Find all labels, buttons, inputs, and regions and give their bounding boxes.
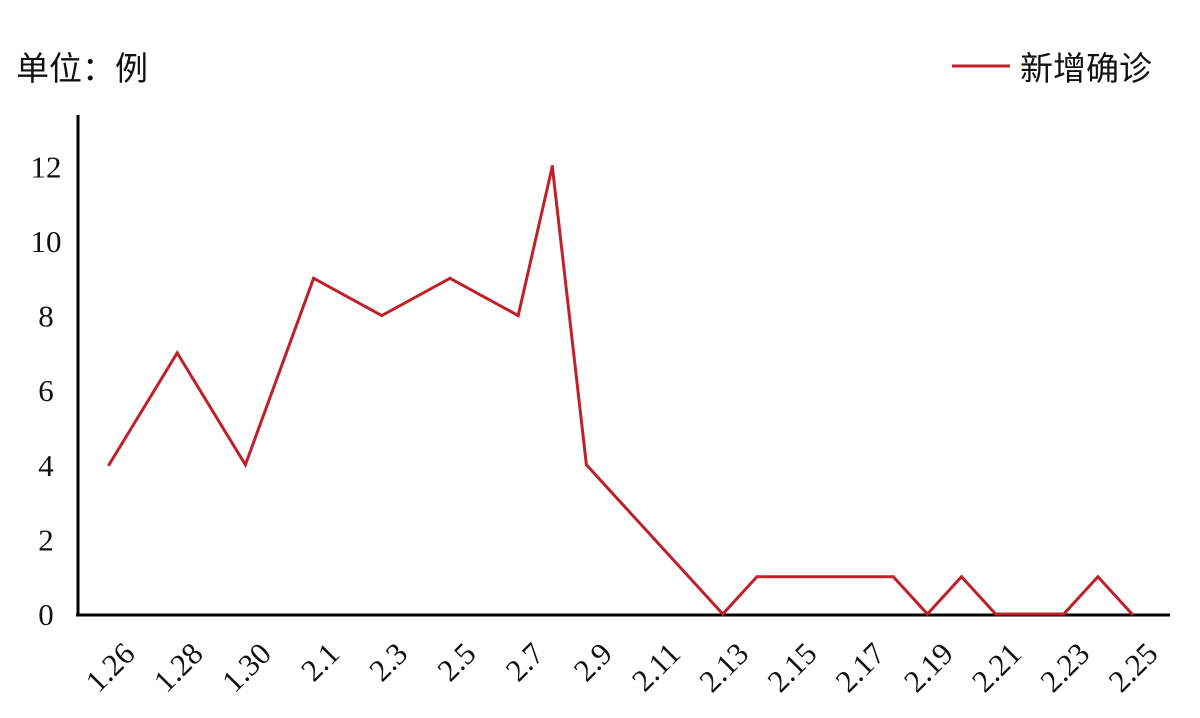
data-point: [994, 612, 998, 616]
data-point: [1096, 575, 1100, 579]
y-tick-label: 8: [38, 299, 54, 334]
data-point: [891, 575, 895, 579]
legend: 新增确诊: [952, 49, 1152, 88]
data-point: [175, 351, 179, 355]
data-point: [925, 612, 929, 616]
data-point: [380, 314, 384, 318]
x-tick-label: 2.15: [760, 636, 823, 699]
series-line: [107, 166, 1134, 617]
x-tick-label: 1.30: [215, 636, 278, 699]
x-tick-label: 2.5: [430, 636, 482, 688]
x-tick-label: 2.9: [567, 636, 619, 688]
data-point: [243, 463, 247, 467]
unit-label: 单位：例: [16, 49, 148, 88]
x-tick-label: 2.21: [965, 636, 1028, 699]
x-tick-label: 2.7: [499, 636, 551, 688]
legend-label: 新增确诊: [1020, 49, 1152, 88]
data-point: [653, 537, 657, 541]
data-point: [755, 575, 759, 579]
x-tick-label: 2.1: [294, 636, 346, 688]
x-tick-label: 2.25: [1101, 636, 1164, 699]
x-tick-label: 2.11: [625, 636, 687, 698]
y-tick-label: 12: [31, 149, 62, 184]
x-tick-label: 2.3: [362, 636, 414, 688]
data-point: [107, 463, 111, 467]
x-tick-label: 2.19: [897, 636, 960, 699]
y-tick-label: 10: [31, 224, 62, 259]
x-tick-label: 1.26: [78, 636, 141, 699]
x-tick-label: 2.13: [692, 636, 755, 699]
y-tick-label: 2: [38, 522, 54, 557]
y-tick-label: 6: [38, 373, 54, 408]
data-point: [960, 575, 963, 579]
data-point: [1130, 612, 1134, 616]
y-tick-label: 0: [38, 597, 54, 632]
x-tick-label: 1.28: [147, 636, 210, 699]
data-point: [1062, 612, 1066, 616]
data-point: [584, 463, 588, 467]
x-tick-label: 2.23: [1033, 636, 1096, 699]
y-tick-label: 4: [38, 448, 54, 483]
data-point: [448, 276, 452, 280]
data-point: [312, 276, 316, 280]
data-point: [516, 314, 520, 318]
x-tick-label: 2.17: [829, 636, 892, 699]
data-point: [550, 164, 554, 168]
data-point: [721, 612, 725, 616]
